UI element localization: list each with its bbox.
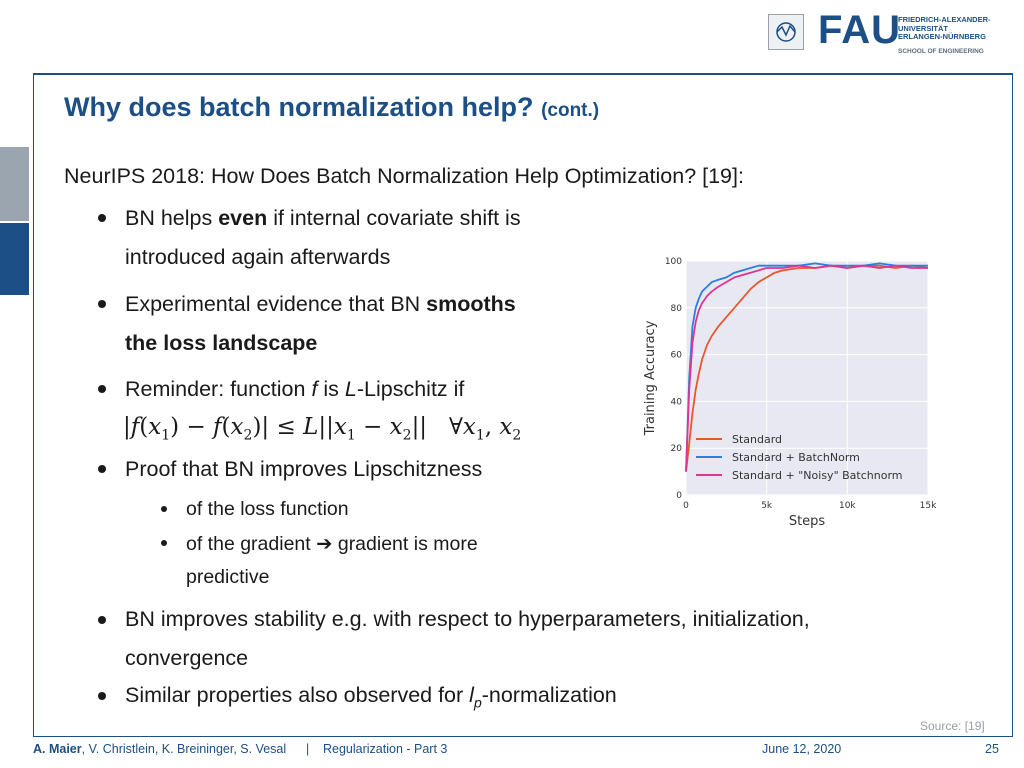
title-main: Why does batch normalization help? bbox=[64, 92, 534, 122]
footer-lecture: Regularization - Part 3 bbox=[323, 742, 448, 756]
bullet-dot bbox=[98, 465, 106, 473]
legend-label-2: Standard + "Noisy" Batchnorm bbox=[732, 469, 903, 482]
footer-page-number: 25 bbox=[985, 742, 999, 756]
plot-area bbox=[686, 261, 928, 495]
school-name: SCHOOL OF ENGINEERING bbox=[898, 48, 984, 55]
sub-bullet-dot bbox=[161, 540, 167, 546]
training-accuracy-chart: 0 20 40 60 80 100 0 5k 10k 15k Steps Training Accur… bbox=[643, 257, 937, 529]
x-tick-label: 5k bbox=[761, 501, 773, 511]
bullet-dot bbox=[98, 616, 106, 624]
university-name: FRIEDRICH-ALEXANDER- UNIVERSITÄT ERLANGE… bbox=[898, 15, 991, 41]
bullet-dot bbox=[98, 214, 106, 222]
y-tick-label: 40 bbox=[671, 397, 683, 407]
bullet-2: Experimental evidence that BN smooths bbox=[125, 292, 516, 316]
slide-title: Why does batch normalization help? (cont… bbox=[64, 92, 599, 123]
intro-line: NeurIPS 2018: How Does Batch Normalizati… bbox=[64, 164, 744, 188]
y-tick-label: 0 bbox=[676, 491, 682, 501]
y-tick-label: 100 bbox=[665, 257, 682, 267]
y-tick-label: 80 bbox=[671, 304, 683, 314]
bullet-dot bbox=[98, 300, 106, 308]
slide-frame bbox=[33, 73, 1013, 737]
footer-separator: | bbox=[306, 742, 310, 756]
x-tick-label: 15k bbox=[920, 501, 937, 511]
bullet-dot bbox=[98, 692, 106, 700]
bullet-4: Proof that BN improves Lipschitzness bbox=[125, 457, 483, 481]
logo-emblem bbox=[768, 14, 804, 50]
lipschitz-formula: |f(x1) − f(x2)| ≤ L||x1 − x2|| ∀x1, x2 bbox=[123, 414, 522, 444]
bullet-6: Similar properties also observed for lp-… bbox=[125, 683, 617, 711]
bullet-5: BN improves stability e.g. with respect … bbox=[125, 607, 810, 631]
title-sub: (cont.) bbox=[541, 100, 600, 121]
y-tick-label: 20 bbox=[671, 444, 683, 454]
bullet-5-line2: convergence bbox=[125, 646, 249, 670]
x-tick-label: 10k bbox=[839, 501, 856, 511]
y-axis-label: Training Accuracy bbox=[643, 320, 658, 436]
sub-bullet-1: of the loss function bbox=[186, 498, 349, 520]
bullet-1: BN helps even if internal covariate shif… bbox=[125, 206, 521, 230]
source-note: Source: [19] bbox=[920, 719, 985, 733]
bullet-3: Reminder: function f is L-Lipschitz if bbox=[125, 377, 465, 401]
side-bar-blue bbox=[0, 223, 29, 295]
legend-label-0: Standard bbox=[732, 433, 782, 446]
sub-bullet-2: of the gradient ➔ gradient is more bbox=[186, 533, 478, 555]
footer-authors: A. Maier, V. Christlein, K. Breininger, … bbox=[33, 742, 287, 756]
legend-label-1: Standard + BatchNorm bbox=[732, 451, 860, 464]
bullet-dot bbox=[98, 385, 106, 393]
bullet-2-line2: the loss landscape bbox=[125, 331, 318, 355]
sub-bullet-dot bbox=[161, 506, 167, 512]
fau-logo: FAU bbox=[818, 8, 901, 52]
x-tick-label: 0 bbox=[683, 501, 689, 511]
footer-date: June 12, 2020 bbox=[762, 742, 842, 756]
side-bar-grey bbox=[0, 147, 29, 221]
x-axis-label: Steps bbox=[789, 514, 826, 529]
series-line-2 bbox=[685, 264, 928, 472]
y-tick-label: 60 bbox=[671, 351, 683, 361]
bullet-1-line2: introduced again afterwards bbox=[125, 245, 391, 269]
sub-bullet-2-line2: predictive bbox=[186, 566, 270, 588]
